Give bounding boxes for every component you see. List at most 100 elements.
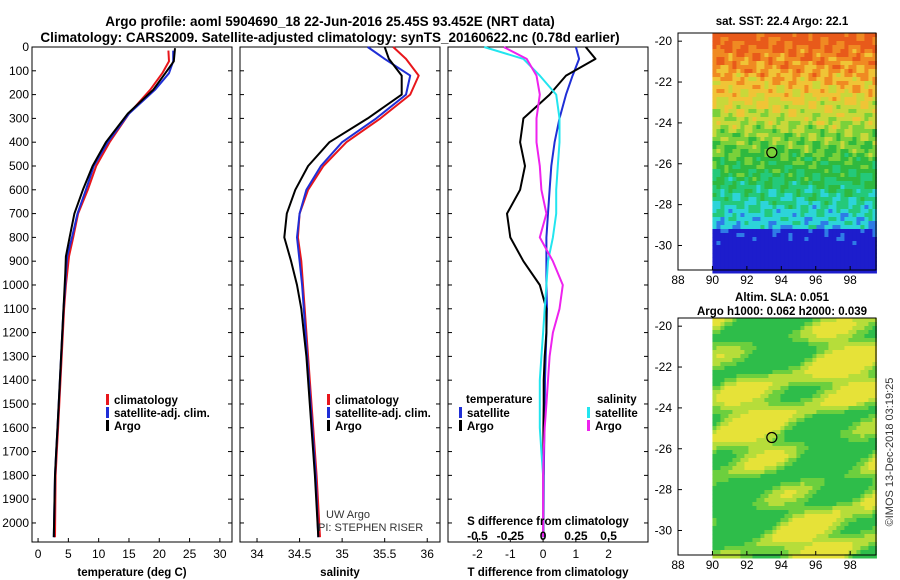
map-cell <box>824 173 829 178</box>
map-cell <box>736 97 741 102</box>
map-cell <box>800 514 805 519</box>
map-cell <box>748 253 753 258</box>
map-cell <box>716 414 721 419</box>
map-cell <box>780 318 785 323</box>
map-cell <box>828 342 833 347</box>
map-cell <box>736 418 741 423</box>
map-cell <box>756 197 761 202</box>
map-cell <box>844 474 849 479</box>
map-cell <box>756 45 761 50</box>
map-cell <box>728 354 733 359</box>
map-cell <box>856 113 861 118</box>
map-cell <box>836 65 841 70</box>
map-cell <box>872 209 877 214</box>
map-cell <box>820 450 825 455</box>
map-cell <box>780 229 785 234</box>
map-cell <box>780 470 785 475</box>
map-cell <box>764 249 769 254</box>
map-cell <box>828 482 833 487</box>
map-cell <box>848 61 853 66</box>
map-cell <box>852 482 857 487</box>
map-cell <box>816 390 821 395</box>
map-cell <box>756 249 761 254</box>
map-cell <box>832 386 837 391</box>
map-cell <box>820 402 825 407</box>
map-cell <box>868 113 873 118</box>
map-cell <box>712 378 717 383</box>
map-cell <box>836 257 841 262</box>
map-cell <box>864 257 869 262</box>
map-cell <box>744 350 749 355</box>
map-cell <box>804 358 809 363</box>
map-cell <box>728 105 733 110</box>
map-cell <box>768 129 773 134</box>
map-cell <box>788 418 793 423</box>
map-cell <box>864 518 869 523</box>
map-cell <box>792 109 797 114</box>
map-cell <box>736 73 741 78</box>
map-cell <box>844 121 849 126</box>
map-cell <box>856 89 861 94</box>
map-cell <box>776 93 781 98</box>
map-cell <box>860 265 865 270</box>
map-cell <box>860 490 865 495</box>
map-cell <box>784 81 789 86</box>
map-cell <box>724 173 729 178</box>
map-cell <box>844 209 849 214</box>
map-cell <box>780 233 785 238</box>
map-cell <box>792 446 797 451</box>
map-cell <box>844 458 849 463</box>
map-cell <box>728 318 733 323</box>
map-cell <box>808 101 813 106</box>
map-cell <box>860 386 865 391</box>
map-cell <box>768 326 773 331</box>
map-cell <box>804 73 809 78</box>
map-cell <box>808 221 813 226</box>
map-cell <box>748 514 753 519</box>
map-cell <box>840 534 845 539</box>
map-cell <box>840 249 845 254</box>
map-cell <box>832 221 837 226</box>
map-cell <box>832 374 837 379</box>
map-cell <box>816 137 821 142</box>
map-cell <box>752 486 757 491</box>
map-cell <box>868 446 873 451</box>
map-cell <box>848 478 853 483</box>
map-cell <box>752 221 757 226</box>
map-cell <box>800 410 805 415</box>
map-cell <box>792 241 797 246</box>
map-cell <box>724 225 729 230</box>
map-cell <box>776 518 781 523</box>
pressure-tick-label: 1000 <box>2 278 29 292</box>
map-cell <box>720 177 725 182</box>
map-cell <box>852 502 857 507</box>
map-cell <box>748 113 753 118</box>
map-cell <box>804 89 809 94</box>
map-cell <box>724 257 729 262</box>
map-cell <box>804 225 809 230</box>
map-cell <box>712 85 717 90</box>
map-cell <box>856 378 861 383</box>
map-cell <box>820 197 825 202</box>
map-cell <box>828 362 833 367</box>
map-cell <box>816 129 821 134</box>
map-cell <box>752 382 757 387</box>
map-cell <box>844 494 849 499</box>
map-cell <box>780 157 785 162</box>
map-cell <box>744 454 749 459</box>
map-cell <box>856 93 861 98</box>
map-cell <box>836 85 841 90</box>
series-line-argo <box>283 46 403 538</box>
map-cell <box>860 398 865 403</box>
map-cell <box>764 145 769 150</box>
map-cell <box>780 149 785 154</box>
map-cell <box>804 253 809 258</box>
map-cell <box>776 398 781 403</box>
map-cell <box>724 498 729 503</box>
map-cell <box>780 133 785 138</box>
map-cell <box>844 442 849 447</box>
map-cell <box>732 37 737 42</box>
map-cell <box>768 358 773 363</box>
map-cell <box>804 398 809 403</box>
map-cell <box>788 185 793 190</box>
